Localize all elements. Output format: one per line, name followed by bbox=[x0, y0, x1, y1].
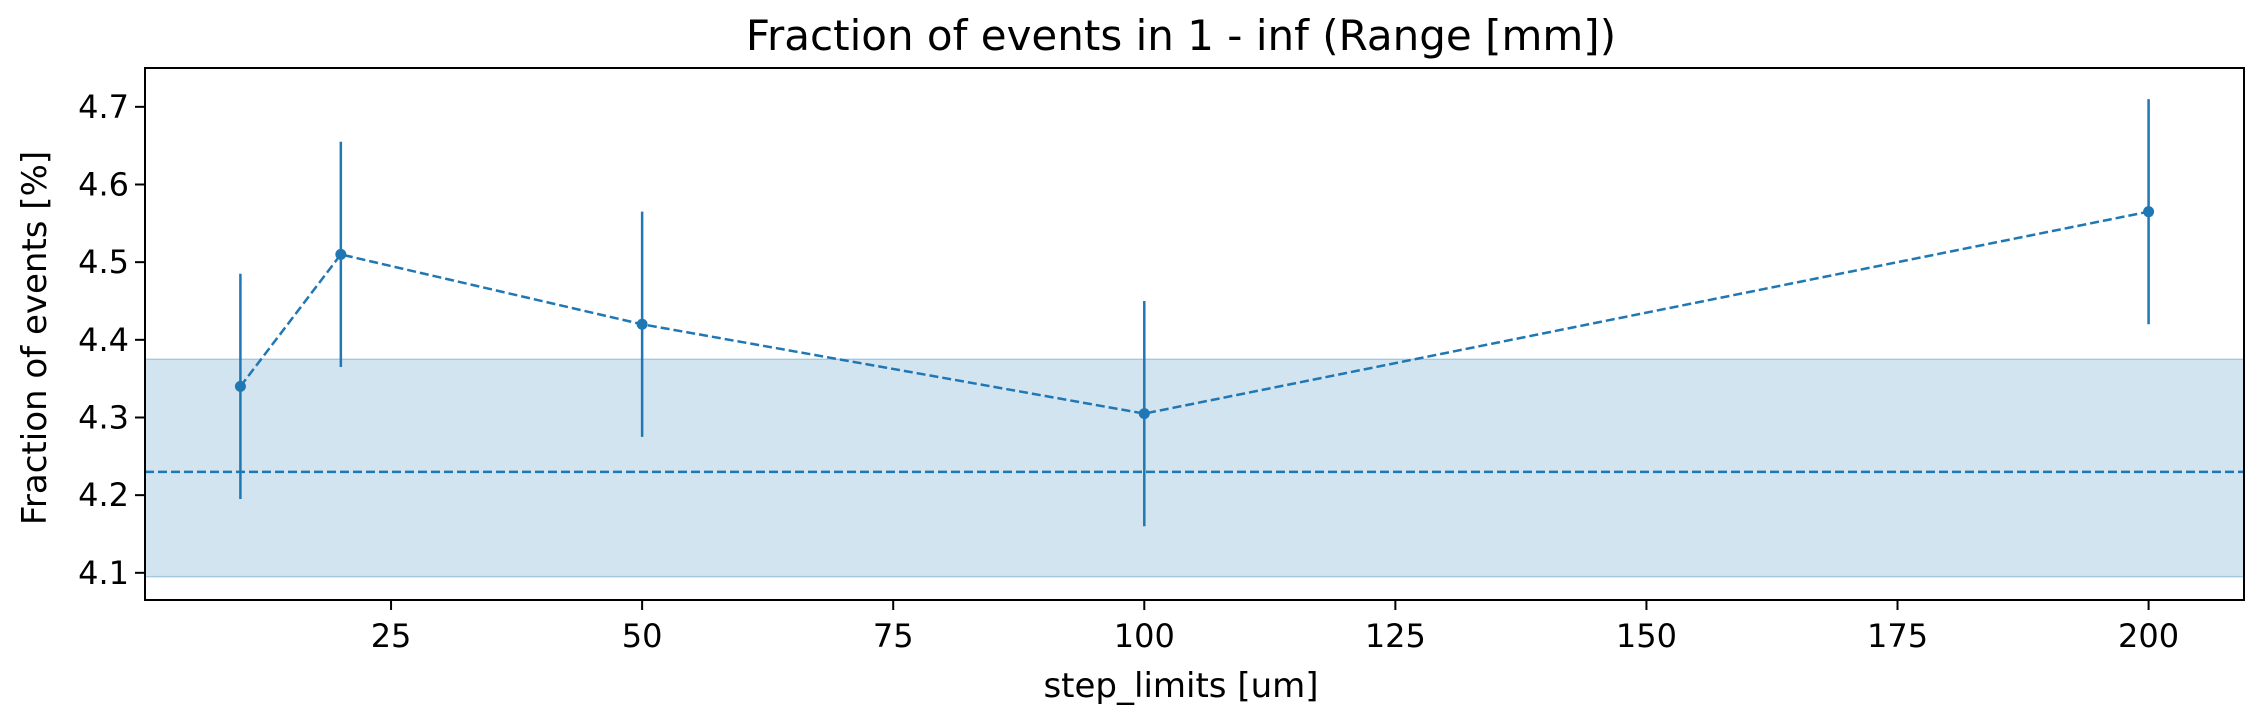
y-tick-label: 4.1 bbox=[78, 554, 129, 592]
y-tick-label: 4.7 bbox=[78, 88, 129, 126]
data-point bbox=[335, 248, 347, 260]
x-tick-label: 50 bbox=[622, 617, 663, 655]
data-point bbox=[636, 318, 648, 330]
axes-frame bbox=[144, 67, 2245, 601]
x-tick-label: 125 bbox=[1365, 617, 1426, 655]
y-tick-label: 4.2 bbox=[78, 476, 129, 514]
data-point bbox=[2143, 206, 2155, 218]
axis-ticks: 25 50 75 100 125 150 175 200 4.1 4.2 4.3 4.4 4.5 4.6 4… bbox=[78, 88, 2179, 655]
y-tick-label: 4.3 bbox=[78, 398, 129, 436]
x-axis-label: step_limits [um] bbox=[1043, 666, 1318, 706]
x-tick-label: 200 bbox=[2118, 617, 2179, 655]
data-point bbox=[234, 380, 246, 392]
y-tick-label: 4.4 bbox=[78, 321, 129, 359]
x-tick-label: 25 bbox=[371, 617, 412, 655]
y-tick-label: 4.6 bbox=[78, 165, 129, 203]
plot-area bbox=[144, 99, 2245, 578]
chart-title: Fraction of events in 1 - inf (Range [mm… bbox=[746, 11, 1616, 60]
x-tick-label: 75 bbox=[873, 617, 914, 655]
y-tick-label: 4.5 bbox=[78, 243, 129, 281]
x-tick-label: 100 bbox=[1114, 617, 1175, 655]
x-tick-label: 150 bbox=[1616, 617, 1677, 655]
data-point bbox=[1138, 408, 1150, 420]
y-axis-label: Fraction of events [%] bbox=[15, 151, 55, 525]
x-tick-label: 175 bbox=[1867, 617, 1928, 655]
reference-band bbox=[144, 358, 2245, 578]
